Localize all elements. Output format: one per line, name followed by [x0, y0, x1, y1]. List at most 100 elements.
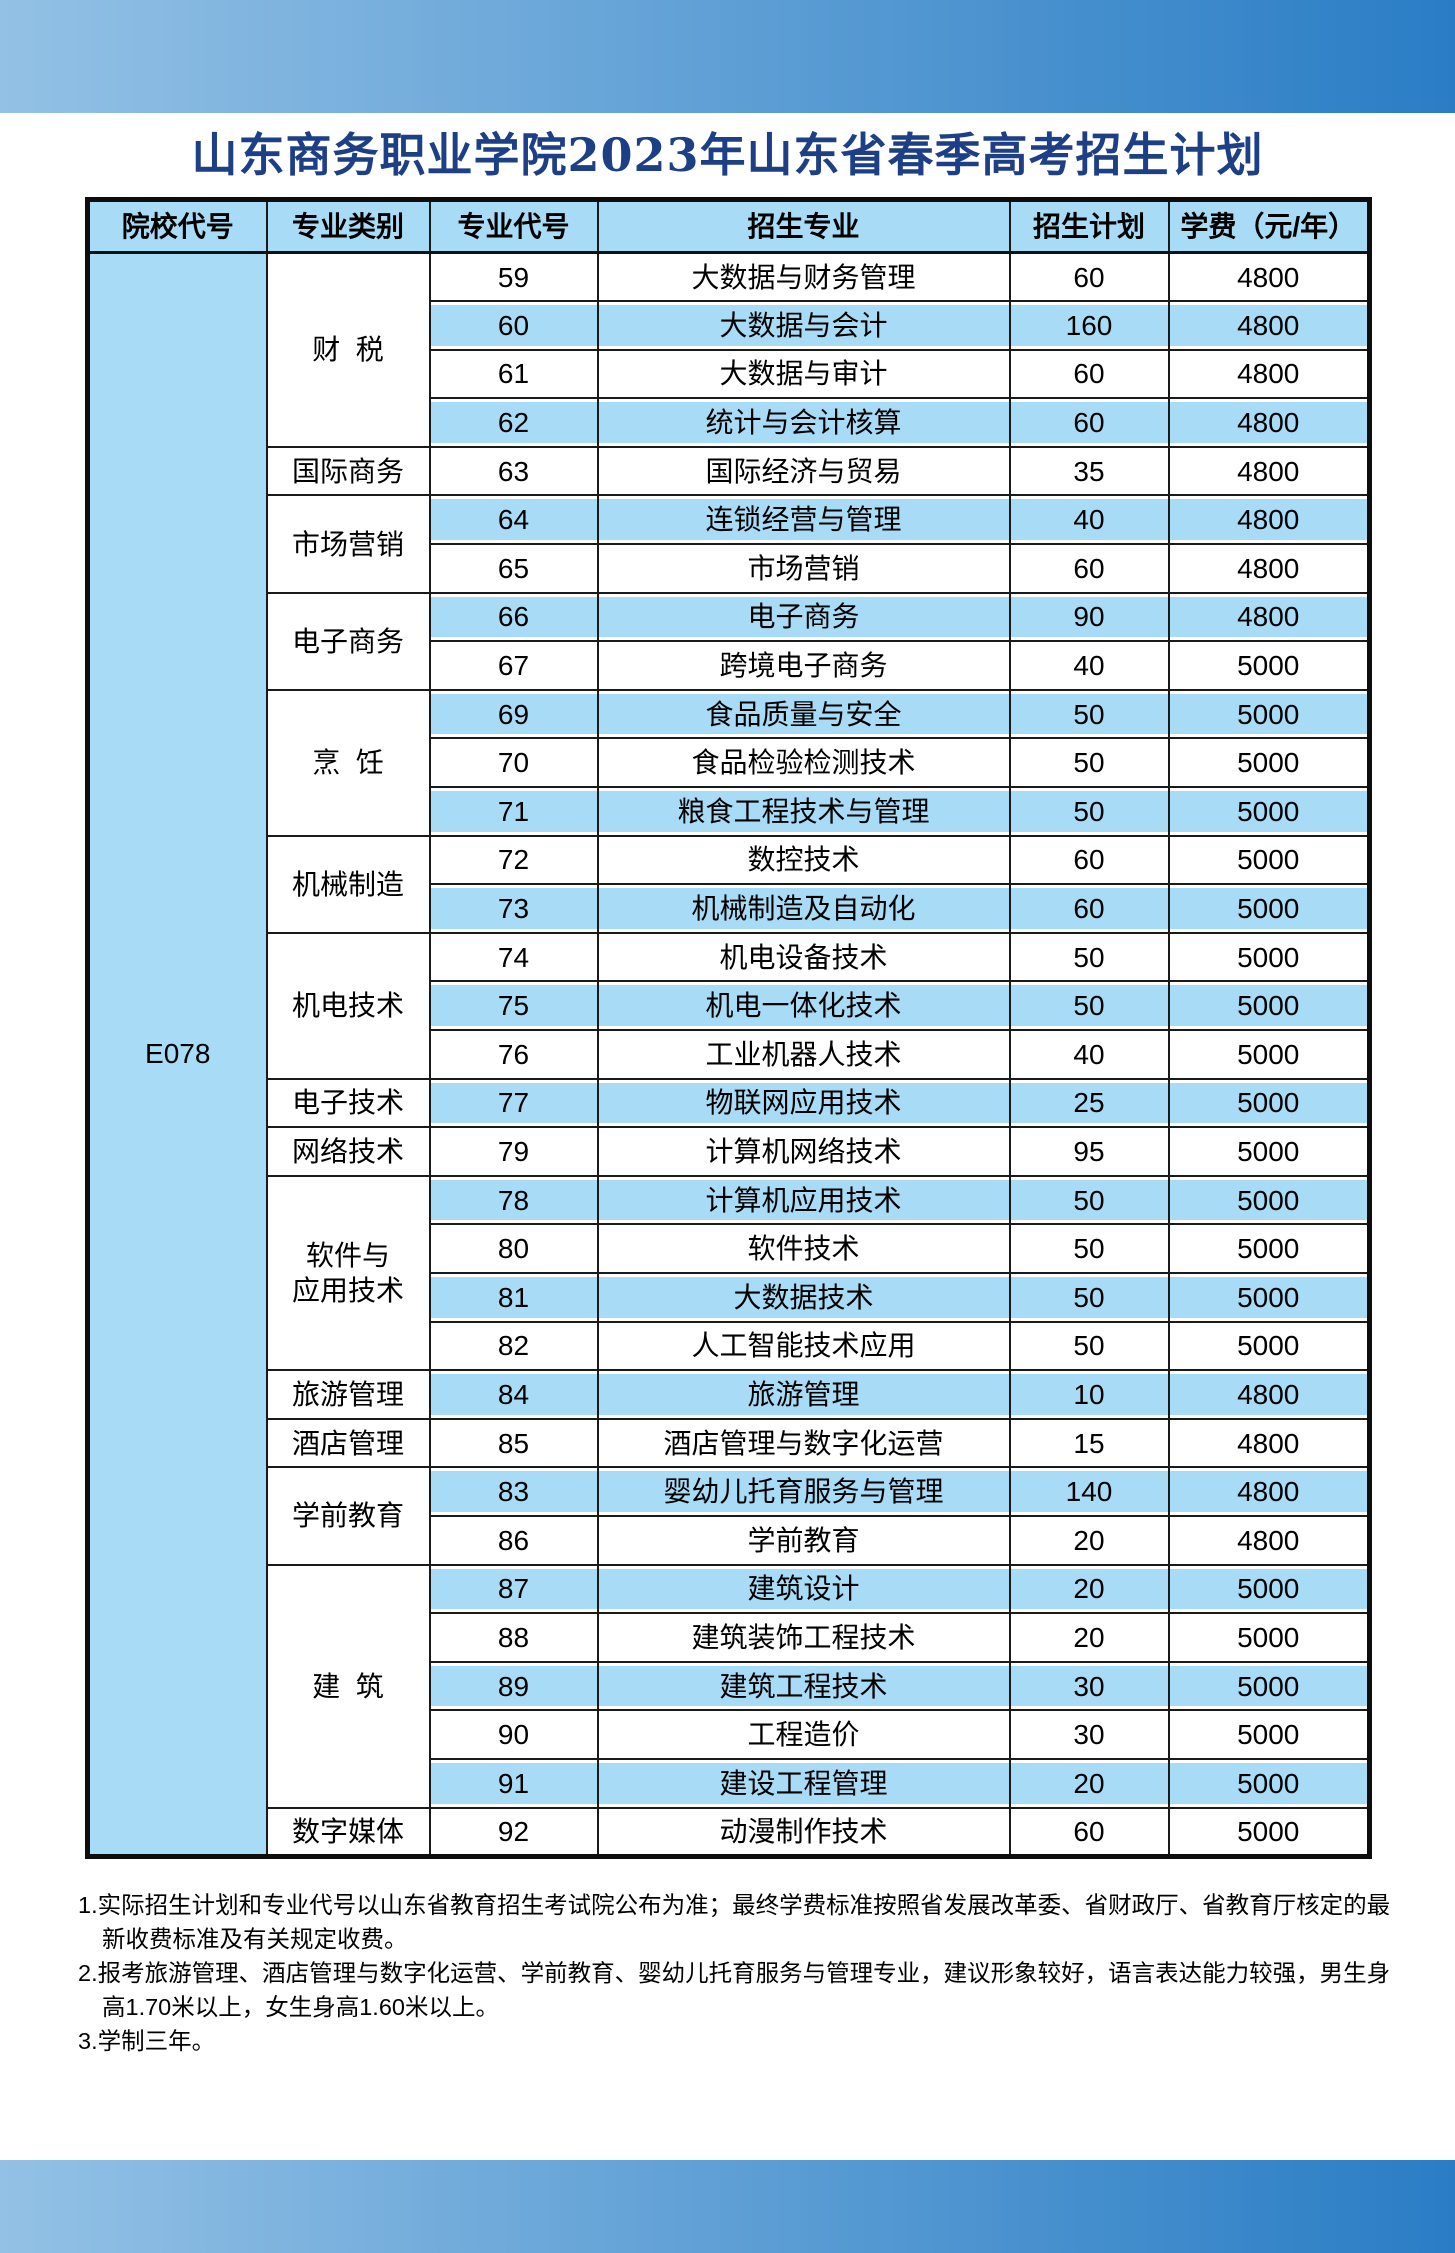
- code-cell: 74: [428, 931, 599, 983]
- table-row: 国际商务 63 国际经济与贸易 35 4800: [88, 445, 1371, 497]
- code-cell: 75: [428, 980, 599, 1031]
- code-cell: 88: [428, 1612, 599, 1663]
- category-cell: 市场营销: [265, 494, 431, 594]
- fee-cell: 4800: [1167, 543, 1371, 594]
- code-cell: 84: [428, 1369, 599, 1420]
- major-cell: 国际经济与贸易: [596, 445, 1011, 497]
- top-gradient-band: [0, 0, 1455, 113]
- plan-cell: 95: [1008, 1126, 1170, 1177]
- table-row: 学前教育 83 婴幼儿托育服务与管理 140 4800: [88, 1466, 1371, 1566]
- plan-cell: 20: [1008, 1757, 1170, 1809]
- category-cell: 数字媒体: [265, 1806, 431, 1858]
- category-cell: 国际商务: [265, 445, 431, 497]
- fee-cell: 5000: [1167, 1709, 1371, 1760]
- code-cell: 73: [428, 883, 599, 934]
- table-header: 院校代号 专业类别 专业代号 招生专业 招生计划 学费（元/年）: [86, 198, 1371, 254]
- major-cell: 市场营销: [596, 543, 1011, 594]
- code-cell: 91: [428, 1757, 599, 1809]
- plan-cell: 60: [1008, 251, 1170, 303]
- major-cell: 大数据与财务管理: [596, 251, 1011, 303]
- fee-cell: 4800: [1167, 591, 1371, 643]
- code-cell: 82: [428, 1320, 599, 1372]
- code-cell: 64: [428, 494, 599, 546]
- table-row: 62 统计与会计核算 60 4800: [88, 397, 1371, 448]
- plan-cell: 50: [1008, 1174, 1170, 1226]
- plan-cell: 50: [1008, 737, 1170, 789]
- table-row: 91 建设工程管理 20 5000: [88, 1757, 1371, 1809]
- table-row: E078 财 税 59 大数据与财务管理 60 4800: [86, 251, 1371, 1858]
- category-cell: 财 税: [265, 251, 431, 448]
- code-cell: 89: [428, 1660, 599, 1712]
- table-row: 60 大数据与会计 160 4800: [88, 300, 1371, 351]
- table-row: 市场营销 64 连锁经营与管理 40 4800: [88, 494, 1371, 594]
- header-category: 专业类别: [265, 198, 431, 254]
- table-row: 81 大数据技术 50 5000: [88, 1271, 1371, 1323]
- major-cell: 连锁经营与管理: [596, 494, 1011, 546]
- enrollment-plan-table: 院校代号 专业类别 专业代号 招生专业 招生计划 学费（元/年） E078 财 税…: [85, 197, 1372, 1859]
- category-cell: 电子技术: [265, 1077, 431, 1129]
- category-cell: 机械制造: [265, 834, 431, 934]
- table-row: 70 食品检验检测技术 50 5000: [88, 737, 1371, 789]
- table-row: 机械制造 72 数控技术 60 5000: [88, 834, 1371, 934]
- plan-cell: 40: [1008, 494, 1170, 546]
- table-row: 网络技术 79 计算机网络技术 95 5000: [88, 1126, 1371, 1177]
- table-row: 88 建筑装饰工程技术 20 5000: [88, 1612, 1371, 1663]
- plan-cell: 50: [1008, 980, 1170, 1031]
- category-cell: 网络技术: [265, 1126, 431, 1177]
- code-cell: 81: [428, 1271, 599, 1323]
- major-cell: 物联网应用技术: [596, 1077, 1011, 1129]
- major-cell: 粮食工程技术与管理: [596, 786, 1011, 837]
- fee-cell: 4800: [1167, 1369, 1371, 1420]
- plan-cell: 50: [1008, 786, 1170, 837]
- code-cell: 65: [428, 543, 599, 594]
- table-row: 电子技术 77 物联网应用技术 25 5000: [88, 1077, 1371, 1129]
- footnote-2: 2.报考旅游管理、酒店管理与数字化运营、学前教育、婴幼儿托育服务与管理专业，建议…: [78, 1960, 1391, 2020]
- major-cell: 跨境电子商务: [596, 640, 1011, 691]
- plan-cell: 60: [1008, 834, 1170, 886]
- major-cell: 计算机应用技术: [596, 1174, 1011, 1226]
- code-cell: 86: [428, 1514, 599, 1566]
- fee-cell: 4800: [1167, 445, 1371, 497]
- major-cell: 食品质量与安全: [596, 688, 1011, 740]
- table-row: 86 学前教育 20 4800: [88, 1514, 1371, 1566]
- plan-cell: 60: [1008, 543, 1170, 594]
- major-cell: 机电设备技术: [596, 931, 1011, 983]
- table-row: 90 工程造价 30 5000: [88, 1709, 1371, 1760]
- code-cell: 67: [428, 640, 599, 691]
- category-cell: 电子商务: [265, 591, 431, 691]
- table-row: 71 粮食工程技术与管理 50 5000: [88, 786, 1371, 837]
- bottom-gradient-band: [0, 2160, 1455, 2253]
- fee-cell: 5000: [1167, 1320, 1371, 1372]
- table-row: 机电技术 74 机电设备技术 50 5000: [88, 931, 1371, 1080]
- footnote-1: 1.实际招生计划和专业代号以山东省教育招生考试院公布为准；最终学费标准按照省发展…: [78, 1892, 1391, 1952]
- table-row: 76 工业机器人技术 40 5000: [88, 1029, 1371, 1080]
- major-cell: 工业机器人技术: [596, 1029, 1011, 1080]
- major-cell: 建筑工程技术: [596, 1660, 1011, 1712]
- major-cell: 电子商务: [596, 591, 1011, 643]
- fee-cell: 5000: [1167, 640, 1371, 691]
- footnotes: 1.实际招生计划和专业代号以山东省教育招生考试院公布为准；最终学费标准按照省发展…: [78, 1888, 1393, 2058]
- fee-cell: 5000: [1167, 883, 1371, 934]
- code-cell: 92: [428, 1806, 599, 1858]
- category-cell: 旅游管理: [265, 1369, 431, 1420]
- fee-cell: 4800: [1167, 1514, 1371, 1566]
- plan-cell: 15: [1008, 1417, 1170, 1469]
- category-cell: 酒店管理: [265, 1417, 431, 1469]
- table-row: 旅游管理 84 旅游管理 10 4800: [88, 1369, 1371, 1420]
- major-cell: 建筑设计: [596, 1563, 1011, 1615]
- plan-cell: 140: [1008, 1466, 1170, 1517]
- header-major-code: 专业代号: [428, 198, 599, 254]
- major-cell: 动漫制作技术: [596, 1806, 1011, 1858]
- table-row: 酒店管理 85 酒店管理与数字化运营 15 4800: [88, 1417, 1371, 1469]
- plan-cell: 60: [1008, 883, 1170, 934]
- fee-cell: 5000: [1167, 1563, 1371, 1615]
- code-cell: 60: [428, 300, 599, 351]
- table-row: 软件与 应用技术 78 计算机应用技术 50 5000: [88, 1174, 1371, 1372]
- fee-cell: 5000: [1167, 1660, 1371, 1712]
- major-cell: 数控技术: [596, 834, 1011, 886]
- fee-cell: 4800: [1167, 397, 1371, 448]
- table-row: 89 建筑工程技术 30 5000: [88, 1660, 1371, 1712]
- plan-cell: 40: [1008, 1029, 1170, 1080]
- table-row: 67 跨境电子商务 40 5000: [88, 640, 1371, 691]
- fee-cell: 5000: [1167, 980, 1371, 1031]
